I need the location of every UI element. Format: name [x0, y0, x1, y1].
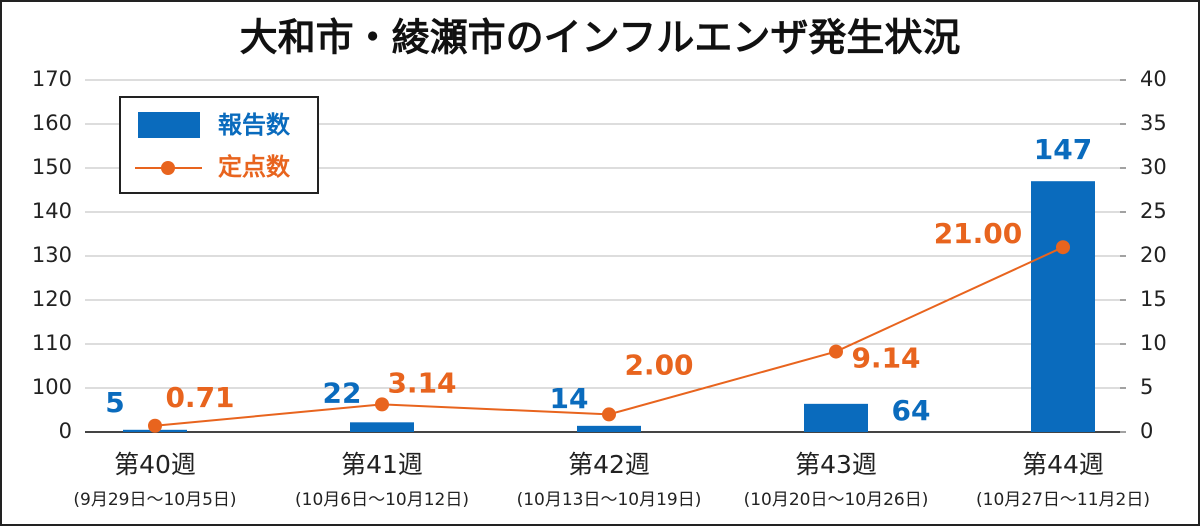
y-tick-label: 140	[32, 199, 72, 223]
line-point	[148, 418, 162, 433]
bar-value-label: 22	[323, 376, 362, 409]
y2-tick-label: 20	[1140, 243, 1167, 267]
legend-label: 報告数	[218, 111, 291, 139]
line-point	[602, 407, 616, 422]
y-tick-label: 100	[32, 375, 72, 399]
bar	[577, 425, 641, 432]
y2-tick-label: 35	[1140, 111, 1167, 135]
y2-tick-label: 10	[1140, 331, 1167, 355]
y2-tick-label: 25	[1140, 199, 1167, 223]
line-value-label: 2.00	[624, 348, 693, 381]
y-tick-label: 170	[32, 67, 72, 91]
y-tick-label: 120	[32, 287, 72, 311]
legend: 報告数 定点数	[119, 96, 319, 194]
legend-swatch-bar	[138, 112, 200, 138]
bar-value-label: 147	[1034, 133, 1092, 166]
legend-marker	[161, 161, 175, 175]
y2-tick-label: 30	[1140, 155, 1167, 179]
line-value-label: 21.00	[934, 217, 1023, 250]
line-value-label: 9.14	[851, 342, 920, 375]
bar-value-label: 64	[892, 394, 931, 427]
x-tick-sublabel: (10月20日～10月26日)	[744, 490, 929, 510]
bar	[350, 422, 414, 432]
x-tick-label: 第43週	[795, 450, 877, 479]
line-point	[1056, 240, 1070, 255]
line-point	[375, 397, 389, 412]
x-tick-sublabel: (10月27日～11月2日)	[976, 490, 1150, 510]
line-value-label: 0.71	[165, 381, 234, 414]
x-tick-sublabel: (10月13日～10月19日)	[517, 490, 702, 510]
x-tick-sublabel: (10月6日～10月12日)	[295, 490, 469, 510]
bar-value-label: 5	[105, 386, 124, 419]
y-tick-label: 0	[59, 419, 72, 443]
bar	[804, 403, 868, 432]
y-tick-label: 110	[32, 331, 72, 355]
chart-title: 大和市・綾瀬市のインフルエンザ発生状況	[240, 16, 961, 60]
line-value-label: 3.14	[387, 366, 456, 399]
y-tick-label: 150	[32, 155, 72, 179]
y-tick-label: 130	[32, 243, 72, 267]
y2-tick-label: 15	[1140, 287, 1167, 311]
y2-tick-label: 5	[1140, 375, 1153, 399]
y-tick-label: 160	[32, 111, 72, 135]
x-tick-label: 第44週	[1022, 450, 1104, 479]
bar	[1031, 181, 1095, 432]
bar-value-label: 14	[550, 382, 589, 415]
x-tick-label: 第40週	[114, 450, 196, 479]
x-tick-label: 第42週	[568, 450, 650, 479]
x-tick-sublabel: (9月29日～10月5日)	[73, 490, 236, 510]
y2-tick-label: 0	[1140, 419, 1153, 443]
line-point	[829, 344, 843, 359]
legend-label: 定点数	[218, 153, 291, 181]
y2-tick-label: 40	[1140, 67, 1167, 91]
x-tick-label: 第41週	[341, 450, 423, 479]
